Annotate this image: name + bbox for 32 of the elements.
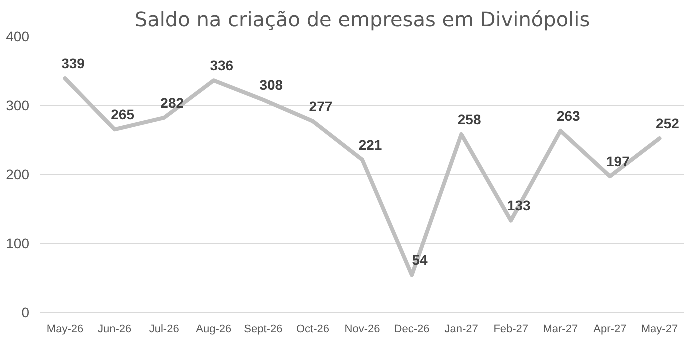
x-tick-label: Jun-26: [98, 324, 132, 336]
x-tick-label: May-27: [641, 324, 678, 336]
x-tick-label: Jan-27: [444, 324, 478, 336]
y-tick-label: 200: [6, 166, 30, 182]
y-tick-label: 300: [6, 98, 30, 114]
y-tick-label: 0: [22, 304, 30, 320]
y-tick-label: 100: [6, 236, 30, 252]
data-label: 221: [358, 137, 382, 154]
data-label: 265: [111, 106, 135, 123]
x-tick-label: Aug-26: [196, 324, 232, 336]
data-label: 339: [62, 56, 86, 72]
data-label: 308: [260, 76, 284, 93]
data-label: 133: [507, 198, 532, 214]
x-tick-label: Sept-26: [244, 324, 283, 336]
data-label: 252: [656, 116, 680, 132]
chart-title: Saldo na criação de empresas em Divinópolis: [134, 8, 590, 32]
x-tick-label: May-26: [46, 324, 84, 336]
data-label: 336: [210, 58, 234, 74]
x-tick-label: Jul-26: [149, 324, 180, 336]
data-label: 197: [606, 154, 630, 170]
data-label: 282: [160, 94, 184, 111]
y-tick-label: 400: [6, 28, 30, 44]
x-tick-label: Feb-27: [494, 324, 529, 336]
x-tick-label: Mar-27: [543, 324, 578, 336]
x-tick-label: Nov-26: [344, 324, 380, 336]
data-label: 54: [412, 252, 428, 268]
data-label: 277: [309, 98, 333, 114]
x-tick-label: Oct-26: [296, 324, 330, 336]
data-label: 258: [458, 111, 482, 128]
x-tick-label: Apr-27: [594, 324, 627, 336]
x-tick-label: Dec-26: [394, 324, 430, 336]
data-label: 263: [556, 108, 581, 124]
